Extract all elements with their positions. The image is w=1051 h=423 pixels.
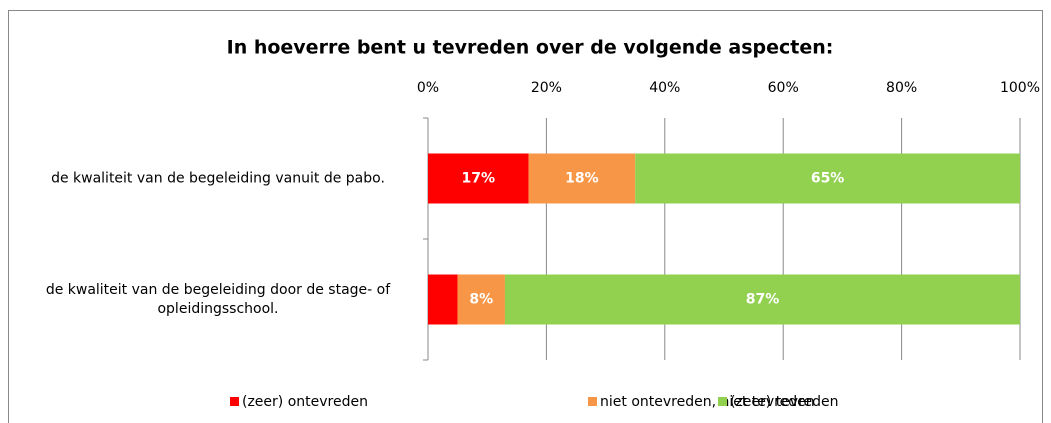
bar-segment <box>504 274 1021 325</box>
value-label: 18% <box>565 171 599 187</box>
legend-marker <box>588 397 597 406</box>
x-tick-label: 80% <box>886 80 917 96</box>
legend-label: niet ontevreden, niet tevreden <box>600 394 815 410</box>
value-label: 8% <box>469 292 493 308</box>
category-label: de kwaliteit van de begeleiding door de … <box>45 281 391 317</box>
value-label: 65% <box>811 171 845 187</box>
bar-segment <box>428 153 529 204</box>
chart-border <box>8 10 1043 423</box>
legend-marker <box>230 397 239 406</box>
legend-label: (zeer) ontevreden <box>242 394 368 410</box>
x-tick-label: 60% <box>768 80 799 96</box>
value-label: 17% <box>462 171 496 187</box>
x-tick-label: 100% <box>1000 80 1040 96</box>
bar-segment <box>635 153 1020 204</box>
x-tick-label: 0% <box>417 80 439 96</box>
chart-title: In hoeverre bent u tevreden over de volg… <box>227 37 834 59</box>
bar-segment <box>528 153 636 204</box>
x-tick-label: 40% <box>649 80 680 96</box>
bar-segment <box>428 274 458 325</box>
legend-marker <box>718 397 727 406</box>
value-label: 87% <box>746 292 780 308</box>
category-label: de kwaliteit van de begeleiding vanuit d… <box>51 170 385 186</box>
x-tick-label: 20% <box>531 80 562 96</box>
legend-label: (zeer) tevreden <box>730 394 839 410</box>
bar-segment <box>457 274 505 325</box>
